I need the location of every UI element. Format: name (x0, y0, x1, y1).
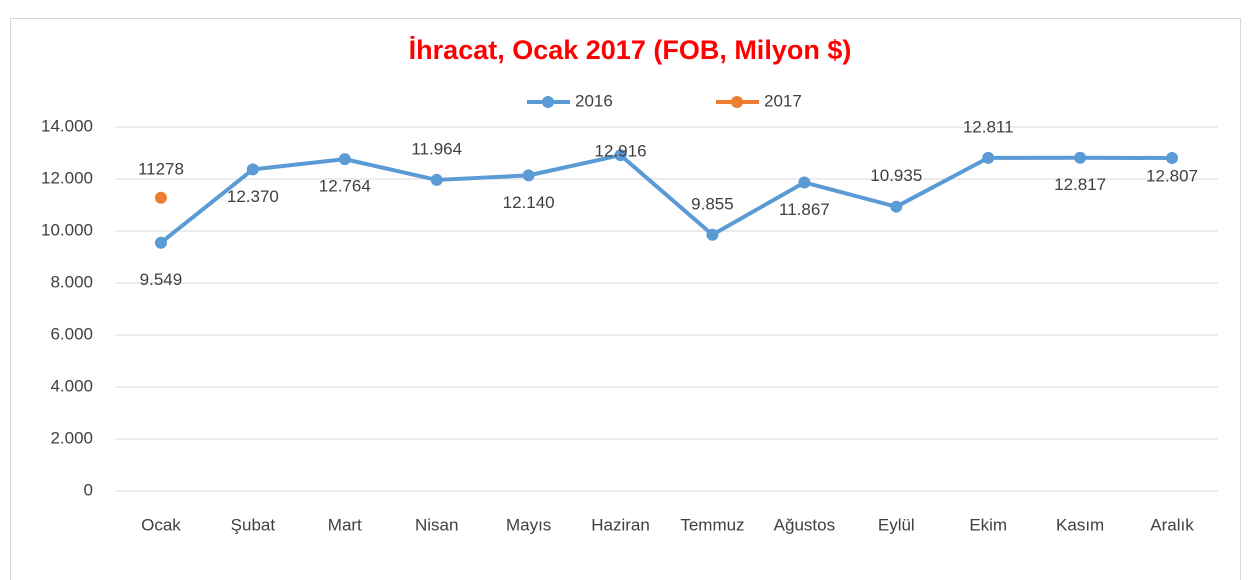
y-tick-label: 6.000 (50, 324, 93, 343)
x-tick-label: Mayıs (506, 515, 551, 534)
data-label: 10.935 (870, 166, 922, 185)
legend-marker (542, 96, 554, 108)
data-label: 11.867 (779, 200, 830, 219)
x-tick-label: Eylül (878, 515, 915, 534)
x-tick-label: Kasım (1056, 515, 1104, 534)
data-point (1166, 152, 1179, 165)
data-point (154, 236, 167, 249)
data-point (982, 151, 995, 164)
x-tick-label: Mart (328, 515, 362, 534)
data-label: 9.855 (691, 194, 734, 213)
data-label: 11278 (138, 159, 184, 178)
data-point (614, 149, 627, 162)
y-tick-label: 10.000 (41, 220, 93, 239)
data-point (1074, 151, 1087, 164)
series-line (159, 153, 1173, 245)
legend-label: 2016 (575, 91, 613, 110)
y-tick-label: 4.000 (50, 376, 93, 395)
data-label: 12.807 (1146, 167, 1198, 186)
chart-border (10, 18, 1241, 580)
data-point (798, 176, 811, 189)
x-tick-label: Ocak (141, 515, 181, 534)
data-label: 12.140 (503, 193, 555, 212)
y-tick-label: 14.000 (41, 116, 93, 135)
data-label: 12.916 (595, 142, 647, 161)
x-tick-label: Haziran (591, 515, 650, 534)
y-tick-label: 2.000 (50, 428, 93, 447)
data-label: 12.370 (227, 187, 279, 206)
data-label: 12.764 (319, 177, 371, 196)
data-point (430, 173, 443, 186)
legend-label: 2017 (764, 91, 802, 110)
y-tick-label: 0 (84, 480, 93, 499)
legend-marker (731, 96, 743, 108)
data-point (246, 163, 259, 176)
data-label: 12.811 (963, 117, 1014, 136)
x-tick-label: Ağustos (774, 515, 835, 534)
data-point (890, 200, 903, 213)
y-tick-label: 8.000 (50, 272, 93, 291)
chart-title: İhracat, Ocak 2017 (FOB, Milyon $) (409, 35, 852, 65)
x-tick-label: Ekim (969, 515, 1007, 534)
y-tick-label: 12.000 (41, 168, 93, 187)
data-point (706, 228, 719, 241)
data-label: 11.964 (411, 139, 462, 158)
data-label: 9.549 (140, 270, 183, 289)
x-tick-label: Şubat (231, 515, 276, 534)
x-tick-label: Temmuz (680, 515, 744, 534)
data-point (154, 191, 167, 204)
data-point (522, 169, 535, 182)
x-tick-label: Aralık (1150, 515, 1194, 534)
data-label: 12.817 (1054, 175, 1106, 194)
data-point (338, 153, 351, 166)
x-tick-label: Nisan (415, 515, 458, 534)
